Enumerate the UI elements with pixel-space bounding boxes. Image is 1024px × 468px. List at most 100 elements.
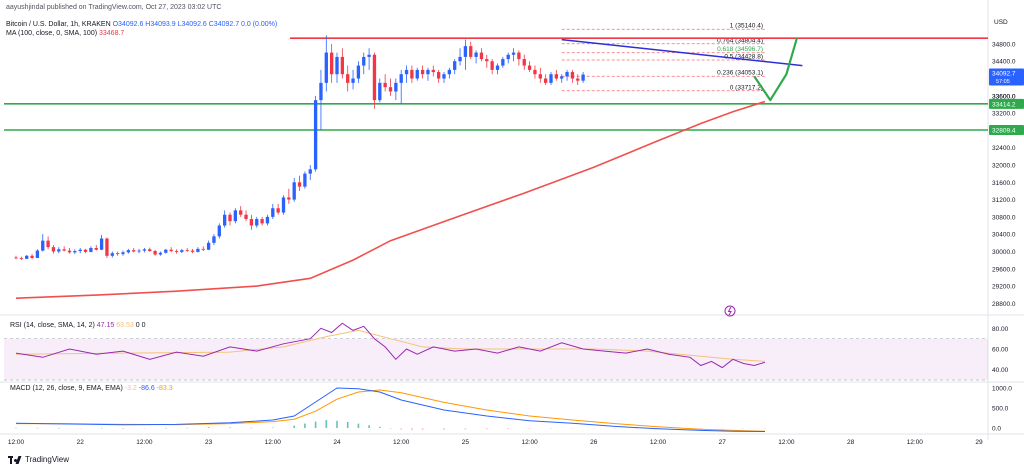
candle: [399, 69, 403, 105]
candle-body: [110, 253, 114, 256]
candle-body: [212, 236, 216, 243]
candle: [340, 48, 345, 79]
macd-histogram-bar: [421, 428, 424, 431]
ma-label: MA (100, close, 0, SMA, 100): [6, 30, 98, 37]
candle-body: [346, 74, 350, 83]
fib-level-label: 0 (33717.2): [730, 84, 763, 91]
macd-tick-label: 1000.0: [992, 386, 1012, 393]
candle: [148, 247, 152, 252]
candle: [426, 67, 430, 81]
candle-body: [362, 56, 366, 66]
candle-body: [442, 74, 446, 79]
candle: [137, 248, 141, 254]
macd-histogram-bar: [486, 428, 488, 430]
candle-body: [351, 78, 355, 83]
support-price-label: 33414.2: [992, 101, 1016, 108]
flash-icon: [724, 305, 736, 317]
candle-body: [324, 52, 328, 83]
macd-histogram-bar: [122, 428, 124, 429]
candle-body: [89, 248, 93, 252]
candle: [239, 206, 243, 217]
candle-body: [340, 56, 345, 75]
candle-body: [244, 214, 248, 220]
candle-body: [404, 69, 409, 75]
candle-body: [73, 251, 77, 253]
candle-body: [94, 248, 98, 250]
candle: [560, 74, 564, 83]
candle-body: [511, 52, 516, 55]
candle-body: [30, 255, 34, 258]
macd-histogram-bar: [379, 426, 381, 428]
y-tick-label: 30000.0: [992, 249, 1016, 256]
rsi-tick-label: 60.00: [992, 347, 1009, 354]
candle-body: [217, 225, 221, 237]
macd-histogram-bar: [100, 427, 103, 429]
candle: [527, 61, 532, 73]
candle: [78, 248, 82, 254]
rsi-line: [15, 322, 766, 369]
candle: [442, 72, 446, 83]
x-tick-label: 12:00: [393, 439, 410, 446]
candle: [89, 246, 93, 253]
candle: [415, 67, 419, 81]
symbol-title: Bitcoin / U.S. Dollar, 1h, KRAKEN: [6, 21, 111, 28]
macd-histogram-bar: [314, 421, 317, 428]
fib-level-label: 0.618 (34596.7): [717, 46, 763, 53]
candle-body: [383, 82, 387, 88]
last-price-countdown: 57:05: [996, 79, 1010, 85]
candle-body: [420, 69, 425, 75]
x-tick-label: 26: [590, 439, 598, 446]
macd-tick-label: 500.0: [992, 406, 1009, 413]
candle: [490, 59, 494, 75]
macd-histogram-bar: [635, 428, 638, 429]
y-tick-label: 29200.0: [992, 284, 1016, 291]
last-price-tag: [989, 68, 1024, 86]
x-tick-label: 12:00: [650, 439, 667, 446]
macd-histogram-bar: [593, 428, 595, 429]
candle-body: [410, 69, 414, 79]
candle-body: [233, 210, 238, 222]
candle-body: [206, 242, 211, 250]
macd-histogram-bar: [443, 428, 445, 430]
x-tick-label: 22: [77, 439, 85, 446]
candle: [346, 65, 350, 92]
candle-body: [308, 169, 312, 174]
macd-histogram-bar: [272, 427, 274, 429]
macd-histogram-bar: [571, 428, 574, 429]
macd-histogram-bar: [742, 428, 745, 429]
candle: [549, 72, 553, 86]
macd-histogram-bar: [79, 428, 81, 429]
candle-body: [565, 72, 569, 77]
candle: [94, 244, 98, 251]
macd-histogram-bar: [58, 427, 60, 429]
candle-body: [255, 219, 259, 226]
candle-body: [260, 219, 264, 224]
candle: [404, 65, 409, 83]
macd-histogram-bar: [400, 428, 402, 430]
macd-line: [15, 387, 766, 432]
y-tick-label: 32400.0: [992, 145, 1016, 152]
candle-body: [201, 248, 205, 250]
candle-body: [169, 249, 173, 252]
candle-body: [222, 214, 227, 226]
candle: [565, 69, 569, 81]
candle: [469, 41, 473, 60]
rsi-tick-label: 40.00: [992, 367, 1009, 374]
candle-body: [78, 249, 82, 252]
macd-histogram-bar: [250, 427, 253, 429]
y-tick-label: 31600.0: [992, 180, 1016, 187]
candle: [463, 39, 468, 70]
y-tick-label: 32000.0: [992, 163, 1016, 170]
candle-body: [164, 249, 168, 253]
candle: [62, 246, 66, 252]
candle-body: [415, 69, 419, 79]
candle: [46, 236, 50, 250]
macd-histogram-bar: [186, 427, 188, 429]
macd-histogram-bar: [528, 428, 531, 429]
x-tick-label: 12:00: [907, 439, 924, 446]
macd-value: -86.6: [138, 385, 155, 392]
candle: [319, 69, 323, 131]
y-tick-label: 33600.0: [992, 93, 1016, 100]
candle-body: [527, 65, 532, 70]
candle: [121, 250, 125, 256]
